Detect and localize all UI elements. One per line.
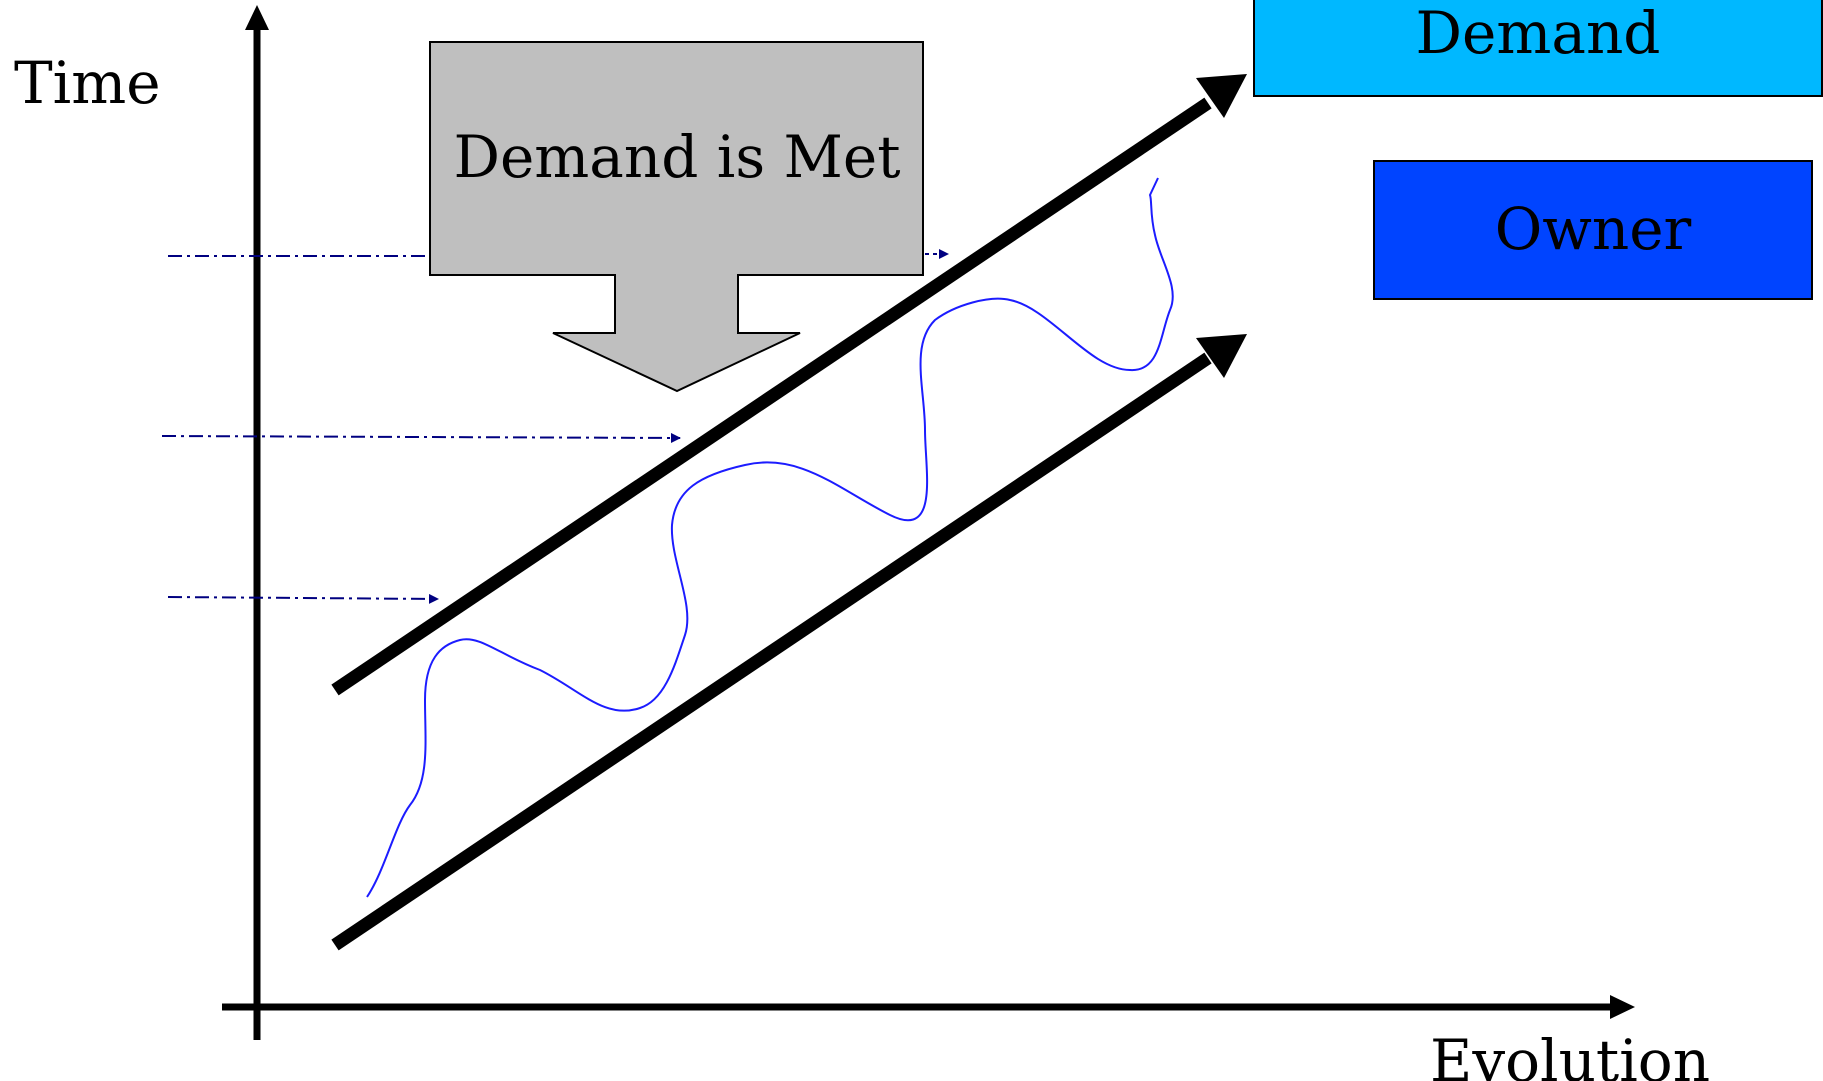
x-axis-label: Evolution (1430, 1027, 1710, 1081)
guide-line-bottom (167, 593, 439, 604)
y-axis-label: Time (14, 49, 161, 117)
y-axis-arrowhead (245, 5, 269, 30)
callout-shape (429, 41, 924, 393)
legend: Demand Owner (1253, 0, 1823, 300)
axes (222, 5, 1635, 1040)
owner-label: Owner (1495, 195, 1692, 263)
upper-trend-arrow (331, 97, 1212, 696)
lower-trend-arrow (331, 352, 1212, 951)
demand-swatch (1253, 0, 1823, 97)
guide-lines (161, 249, 949, 604)
trend-bands (331, 74, 1247, 951)
demand-label: Demand (1416, 0, 1661, 67)
evolution-wave-line (366, 177, 1174, 898)
demand-is-met-callout: Demand is Met (429, 41, 924, 393)
lower-trend-arrowhead (1196, 334, 1247, 378)
legend-item-owner: Owner (1373, 160, 1813, 300)
legend-item-demand: Demand (1253, 0, 1823, 97)
x-axis-arrowhead (1610, 995, 1635, 1019)
callout-text: Demand is Met (453, 123, 900, 191)
upper-trend-arrowhead (1196, 74, 1247, 118)
owner-swatch (1373, 160, 1813, 300)
guide-line-middle (161, 432, 681, 443)
